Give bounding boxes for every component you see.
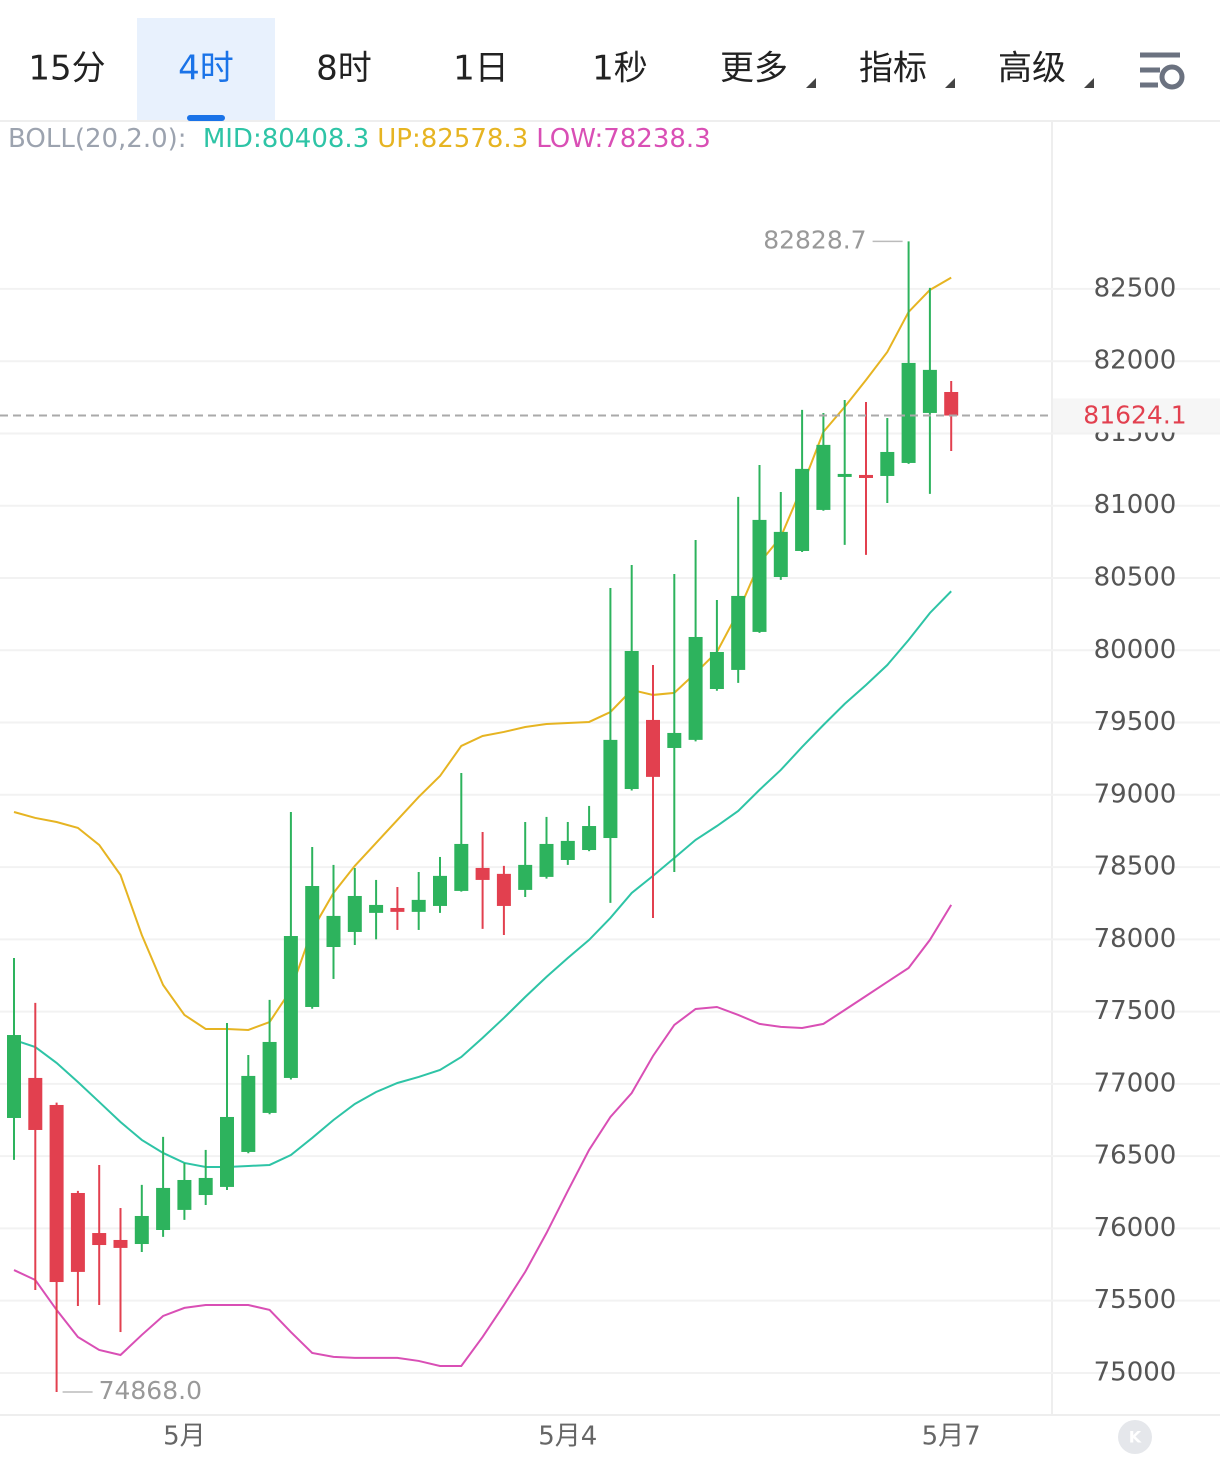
candle-body <box>624 650 639 790</box>
active-tab-indicator <box>187 115 225 121</box>
boll-line <box>13 590 952 1168</box>
candle-body <box>454 843 469 891</box>
y-tick-label: 77000 <box>1094 1068 1177 1098</box>
candle-body <box>795 468 810 551</box>
candle-body <box>241 1075 256 1152</box>
plot: 75000 75500 76000 76500 77000 77500 78000 78500… <box>0 225 1220 1452</box>
indicator-name: BOLL(20,2.0): <box>8 124 187 154</box>
x-tick-label: 5月7 <box>922 1422 981 1452</box>
candle-body <box>709 652 724 690</box>
candle-body <box>70 1192 85 1272</box>
y-tick-label: 79500 <box>1094 707 1177 737</box>
candle-body <box>262 1041 277 1113</box>
tab-label[interactable]: 4时 <box>178 49 234 89</box>
dropdown-caret <box>806 78 816 88</box>
legend-value: 78238.3 <box>603 124 711 154</box>
candle-body <box>220 1116 234 1187</box>
y-tick-label: 78000 <box>1094 924 1177 954</box>
tab-label[interactable]: 高级 <box>998 49 1066 89</box>
legend-value: 82578.3 <box>421 124 529 154</box>
candle-body <box>773 531 788 577</box>
y-tick-label: 80000 <box>1094 635 1177 665</box>
annotation-label: 74868.0 <box>99 1376 202 1405</box>
candle-body <box>496 873 511 906</box>
tab-label[interactable]: 8时 <box>316 49 372 89</box>
candle-body <box>518 864 533 890</box>
active-tab-bg <box>137 18 275 120</box>
y-tick-label: 82500 <box>1094 273 1177 303</box>
y-tick-label: 76000 <box>1094 1213 1177 1243</box>
boll-line <box>13 904 953 1367</box>
candle-body <box>816 444 831 510</box>
candle-body <box>411 899 426 912</box>
legend-name: UP: <box>377 124 420 154</box>
icon-gear <box>1159 64 1185 90</box>
candle-body <box>92 1233 107 1246</box>
candle-body <box>752 519 767 632</box>
candle-body <box>475 867 490 880</box>
candle-body <box>837 473 852 477</box>
candle-body <box>347 895 362 932</box>
candle-body <box>859 474 873 478</box>
candle-body <box>560 840 575 860</box>
candle-body <box>731 595 746 670</box>
candle-body <box>582 826 597 851</box>
dropdown-caret <box>945 78 955 88</box>
y-tick-label: 76500 <box>1094 1141 1177 1171</box>
candle-body <box>369 904 384 913</box>
candle-body <box>433 875 447 906</box>
candle-body <box>901 362 916 463</box>
y-tick-label: 75000 <box>1094 1357 1177 1387</box>
candle-body <box>539 843 554 877</box>
candle-body <box>113 1239 128 1248</box>
candle-body <box>646 719 660 777</box>
candle-body <box>177 1179 192 1210</box>
annotation-label: 82828.7 <box>763 225 866 254</box>
y-tick-label: 79000 <box>1094 779 1177 809</box>
legend-name: MID: <box>203 124 262 154</box>
settings-icon[interactable] <box>1140 52 1185 90</box>
tab-label[interactable]: 指标 <box>859 49 927 89</box>
candle-body <box>603 739 618 839</box>
boll-line <box>13 276 952 1031</box>
candle-body <box>156 1187 171 1230</box>
toolbar: 15分 4时 8时 1日 1秒 更多 指标 高级 <box>28 18 1094 121</box>
x-tick-label: 5月4 <box>538 1422 597 1452</box>
candle-body <box>390 907 405 912</box>
x-tick-label: 5月 <box>163 1422 206 1452</box>
tab-label[interactable]: 更多 <box>720 49 788 89</box>
candle-body <box>28 1077 43 1130</box>
legend-name: LOW: <box>536 124 603 154</box>
y-tick-label: 77500 <box>1094 996 1177 1026</box>
candle-body <box>305 886 320 1007</box>
k-button-icon: K <box>1129 1428 1142 1447</box>
y-tick-label: 82000 <box>1094 346 1177 376</box>
candle-body <box>283 936 298 1078</box>
candle-body <box>880 451 895 476</box>
tab-label[interactable]: 1日 <box>453 49 509 89</box>
y-tick-label: 75500 <box>1094 1285 1177 1315</box>
candle-body <box>326 915 341 947</box>
candle-body <box>134 1215 149 1245</box>
tab-label[interactable]: 15分 <box>28 49 105 89</box>
last-price-label: 81624.1 <box>1083 401 1186 430</box>
y-tick-label: 80500 <box>1094 563 1177 593</box>
k-button[interactable] <box>1118 1420 1152 1454</box>
candle-body <box>49 1104 64 1283</box>
candle-body <box>688 636 703 740</box>
dropdown-caret <box>1084 78 1094 88</box>
legend-value: 80408.3 <box>262 124 370 154</box>
tab-label[interactable]: 1秒 <box>592 49 648 89</box>
candle-body <box>7 1035 21 1118</box>
candle-body <box>922 369 937 413</box>
last-price-box <box>1053 398 1220 433</box>
candle-body <box>944 391 959 416</box>
candle-body <box>198 1177 213 1196</box>
y-tick-label: 78500 <box>1094 852 1177 882</box>
y-tick-label: 81000 <box>1094 490 1177 520</box>
candle-body <box>667 732 682 748</box>
indicator-legend: BOLL(20,2.0): MID:80408.3 UP:82578.3 LOW:7… <box>8 124 711 154</box>
